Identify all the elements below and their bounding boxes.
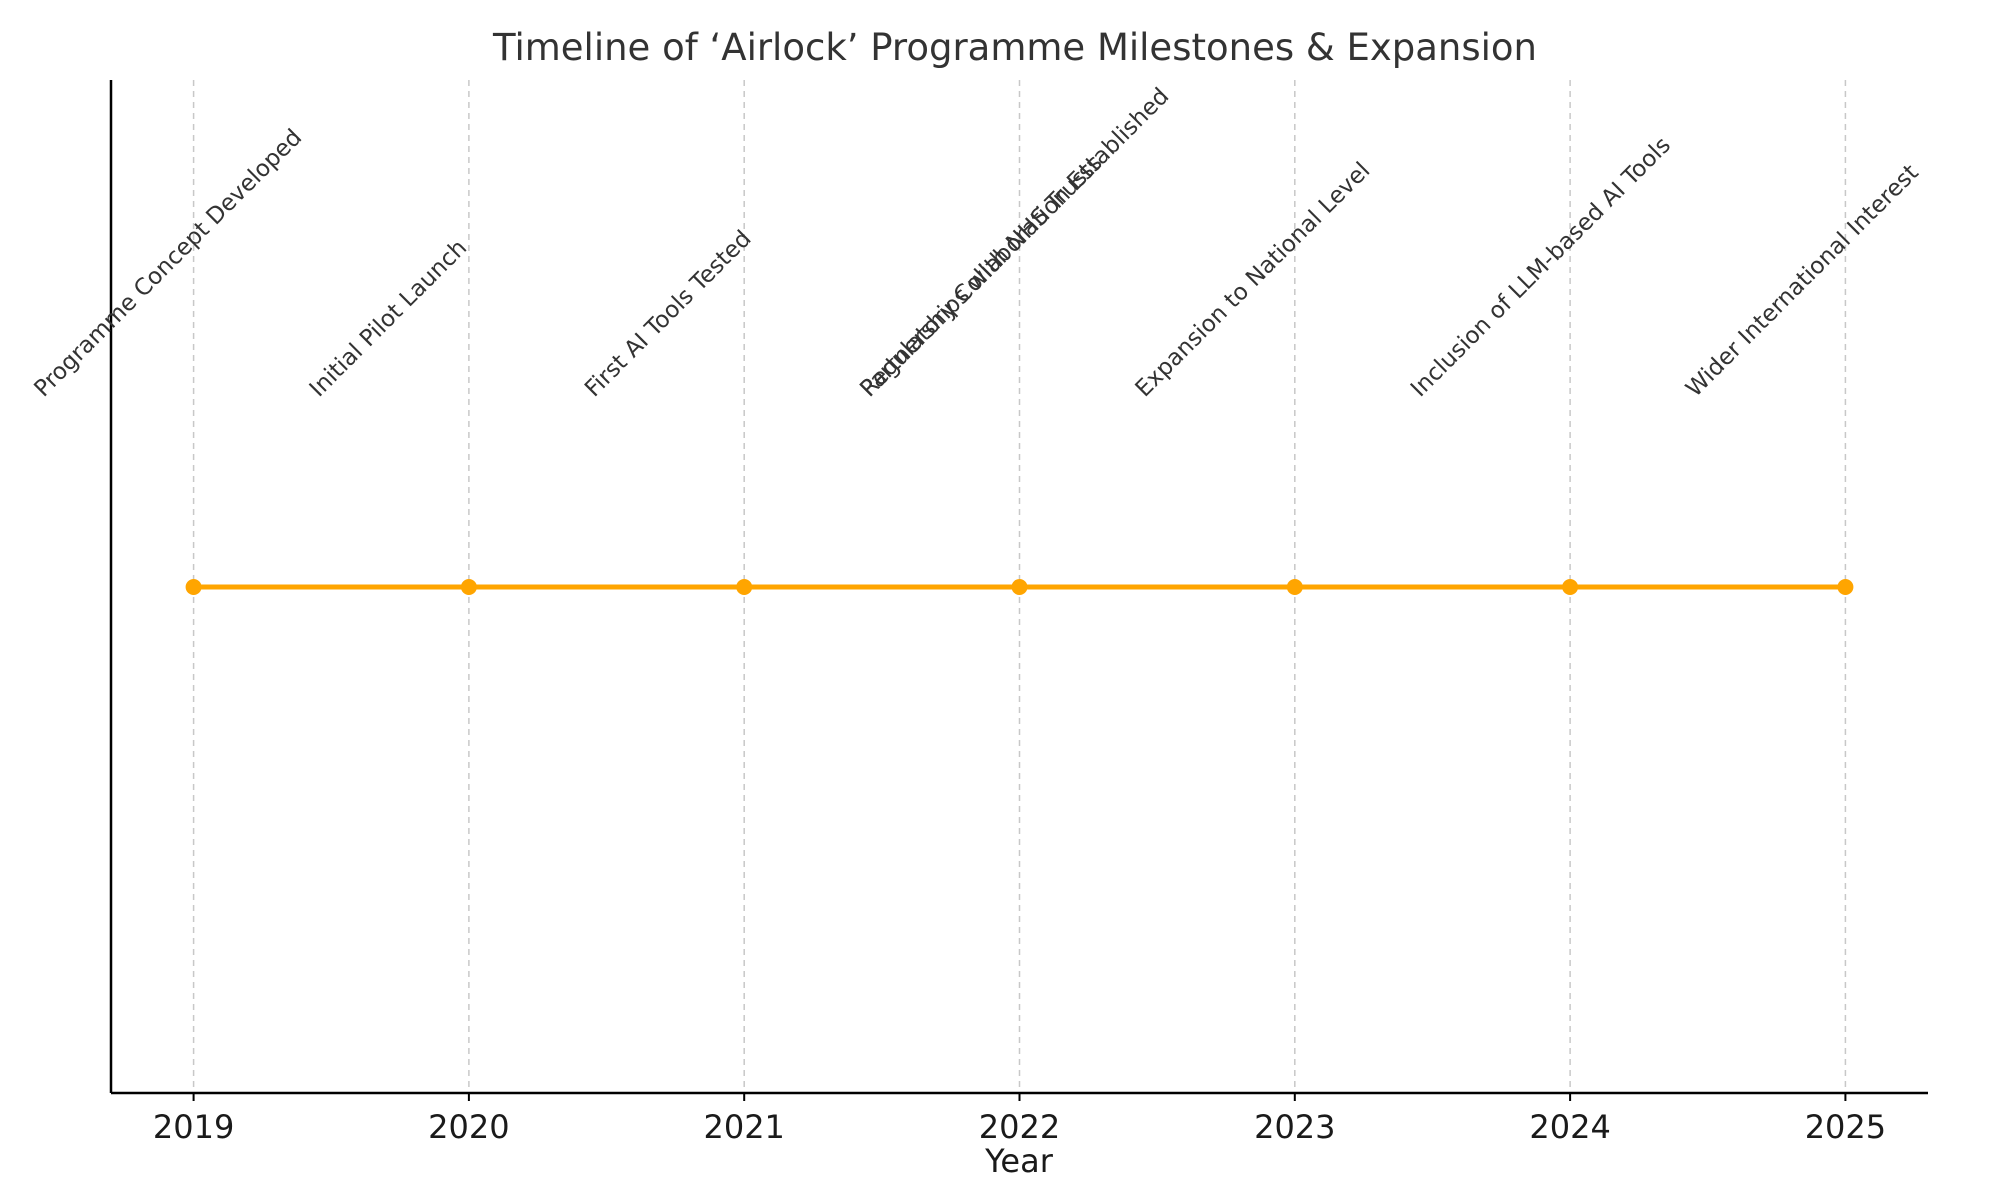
milestone-label: Initial Pilot Launch bbox=[305, 235, 472, 402]
x-tick-label-2025: 2025 bbox=[1805, 1108, 1886, 1146]
timeline-point-2025 bbox=[1837, 579, 1854, 595]
x-tick-label-2023: 2023 bbox=[1254, 1108, 1335, 1146]
x-tick-label-2020: 2020 bbox=[428, 1108, 509, 1146]
milestone-label: Partnerships with NHS Trusts bbox=[855, 150, 1107, 402]
timeline-point-2022 bbox=[1011, 579, 1028, 595]
x-tick-label-2021: 2021 bbox=[703, 1108, 784, 1146]
milestone-label: First AI Tools Tested bbox=[580, 226, 756, 402]
chart-title: Timeline of ‘Airlock’ Programme Mileston… bbox=[492, 26, 1537, 69]
x-axis-label: Year bbox=[984, 1142, 1054, 1180]
series-layer bbox=[185, 579, 1854, 595]
x-tick-label-2022: 2022 bbox=[979, 1108, 1060, 1146]
timeline-point-2024 bbox=[1562, 579, 1579, 595]
x-tick-label-2024: 2024 bbox=[1529, 1108, 1610, 1146]
x-tick-label-2019: 2019 bbox=[153, 1108, 234, 1146]
x-ticks: 2019 2020 2021 2022 2023 2024 2025 bbox=[153, 1093, 1886, 1146]
milestone-label: Expansion to National Level bbox=[1131, 158, 1376, 403]
milestone-label: Wider International Interest bbox=[1681, 160, 1923, 402]
timeline-point-2019 bbox=[185, 579, 202, 595]
timeline-point-2020 bbox=[460, 579, 477, 595]
milestone-label: Programme Concept Developed bbox=[29, 125, 307, 403]
timeline-point-2023 bbox=[1286, 579, 1303, 595]
milestone-label: Inclusion of LLM-based AI Tools bbox=[1406, 132, 1676, 402]
timeline-point-2021 bbox=[736, 579, 753, 595]
